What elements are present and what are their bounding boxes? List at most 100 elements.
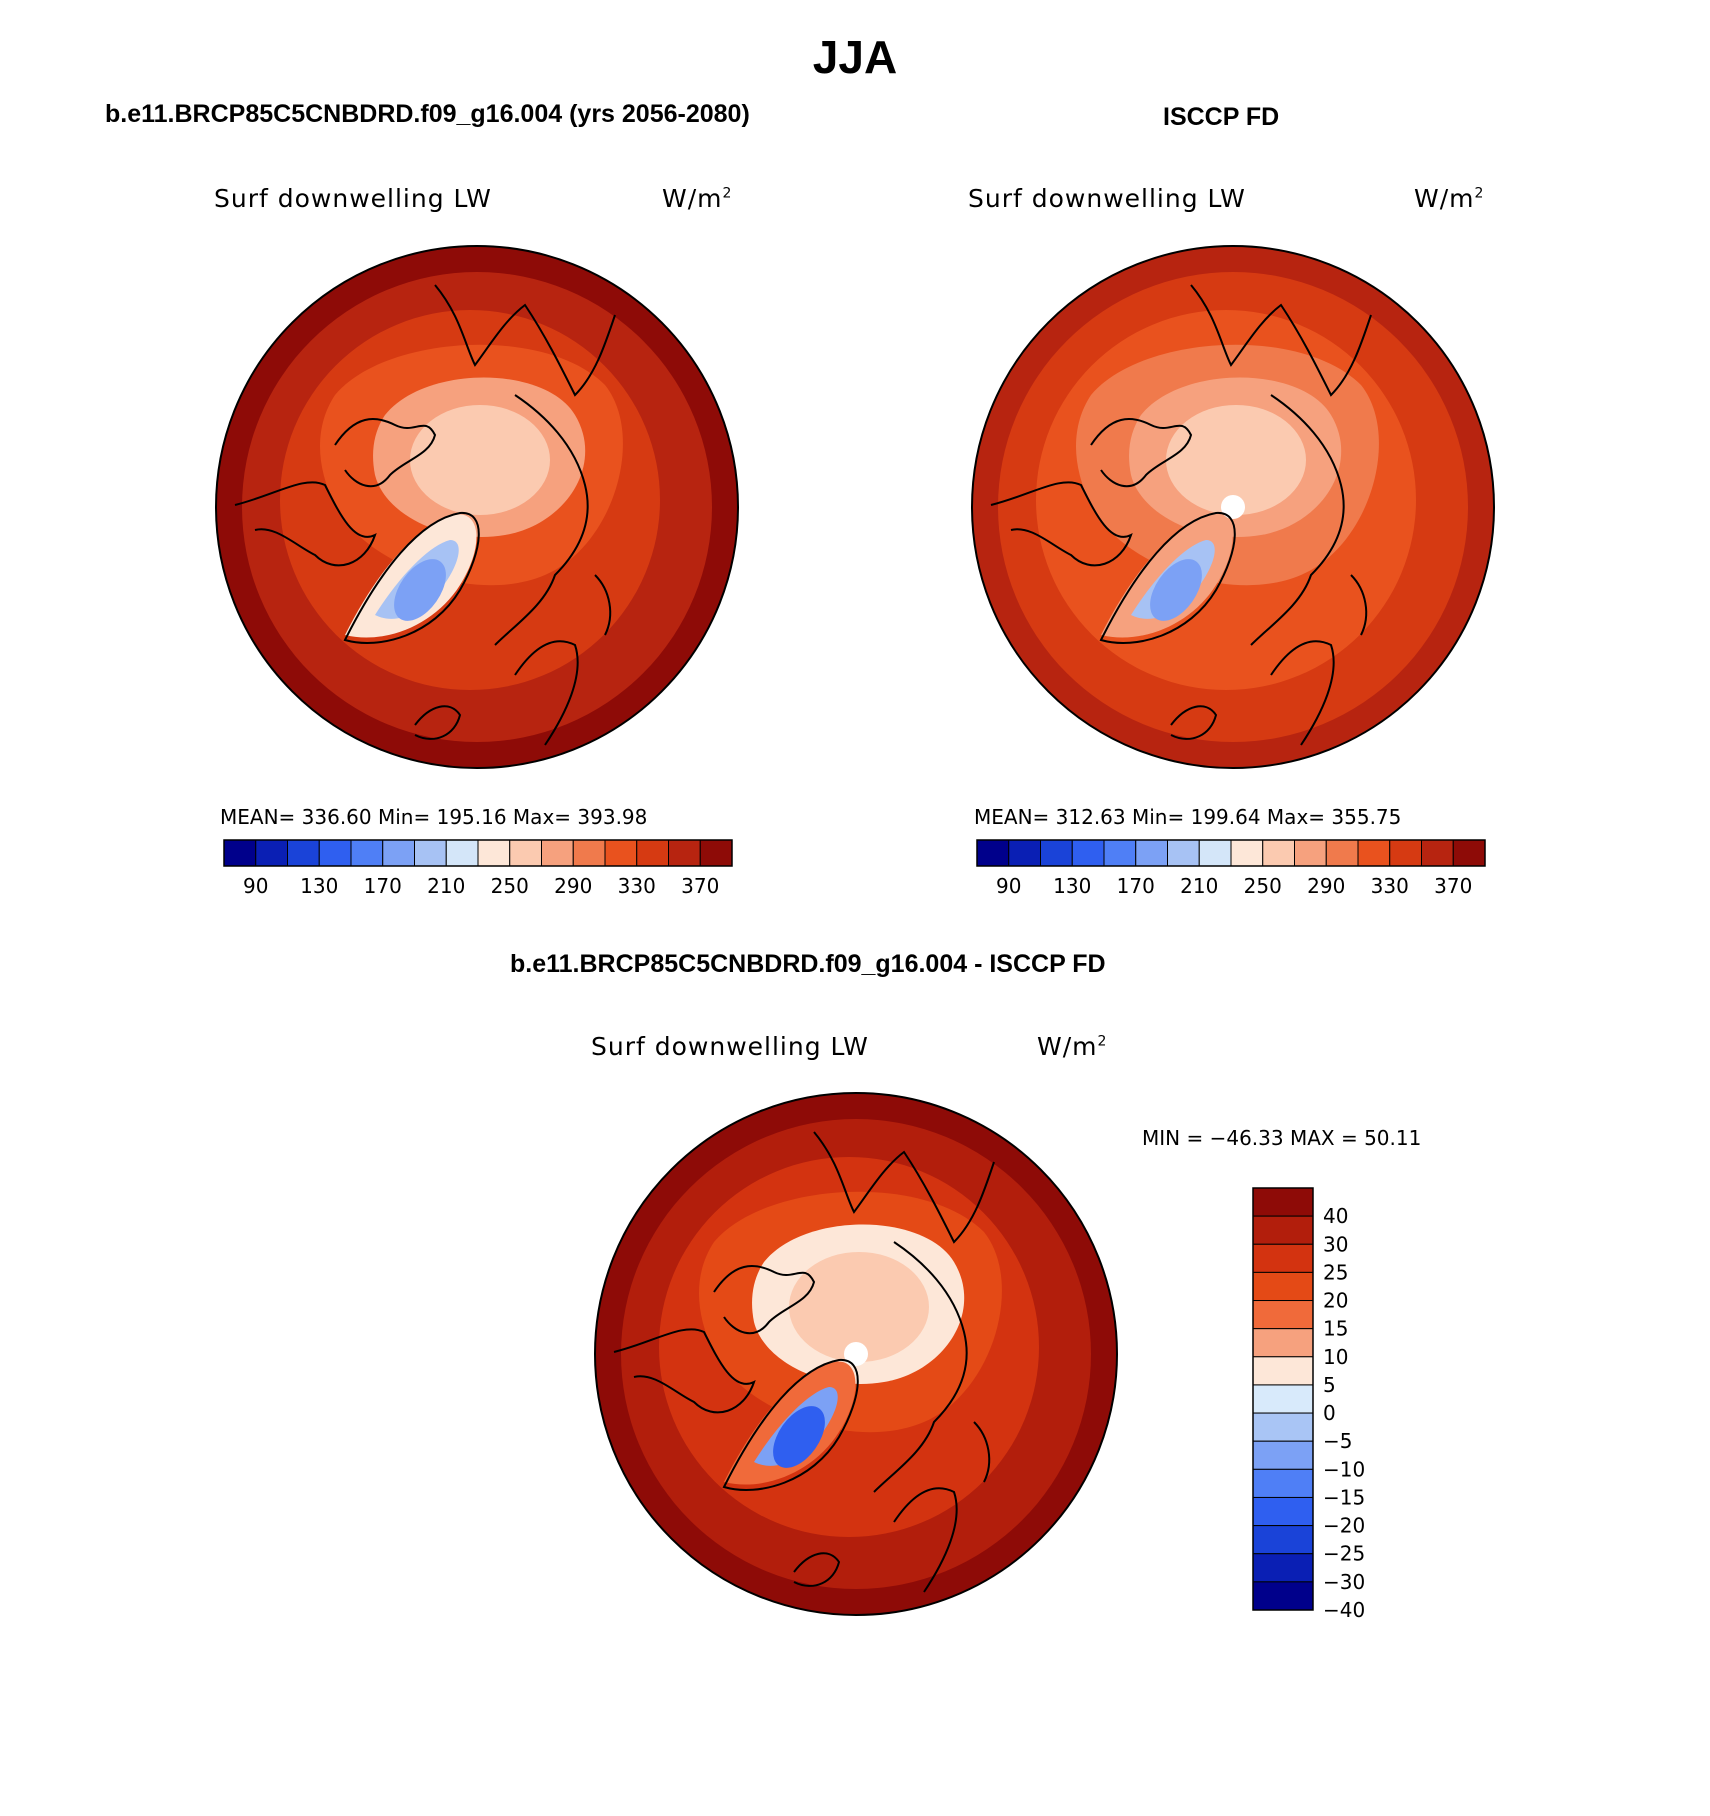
colorbar-tick-label: −30 xyxy=(1323,1570,1365,1594)
coastline xyxy=(434,284,616,397)
coastline xyxy=(990,481,1133,567)
pole-hole xyxy=(1221,495,1245,519)
obs-colorbar: 90 130 170 210 250 290 330 370 xyxy=(976,839,1486,898)
model-stats: MEAN= 336.60 Min= 195.16 Max= 393.98 xyxy=(220,805,648,829)
colorbar-box xyxy=(1135,839,1168,867)
colorbar-box xyxy=(1252,1243,1314,1273)
model-variable-label: Surf downwelling LW xyxy=(214,184,492,213)
colorbar-tick-label: 290 xyxy=(1307,874,1345,898)
map-field xyxy=(972,246,1494,768)
diff-variable-label: Surf downwelling LW xyxy=(591,1032,869,1061)
coastline xyxy=(722,1358,859,1491)
colorbar-tick-label: 15 xyxy=(1323,1317,1348,1341)
colorbar-box xyxy=(541,839,574,867)
pole-hole xyxy=(844,1342,868,1366)
map-boundary xyxy=(215,245,739,769)
colorbar-box xyxy=(668,839,701,867)
obs-panel-subtitle: ISCCP FD xyxy=(1163,103,1280,131)
colorbar-box xyxy=(1252,1271,1314,1302)
model-panel-subtitle: b.e11.BRCP85C5CNBDRD.f09_g16.004 (yrs 20… xyxy=(105,100,750,128)
colorbar-tick-label: −10 xyxy=(1323,1457,1365,1481)
coastline xyxy=(1099,511,1236,644)
map-boundary xyxy=(971,245,1495,769)
colorbar-box xyxy=(509,839,542,867)
colorbar-box xyxy=(1252,1468,1314,1498)
coastline xyxy=(1350,574,1368,636)
pole-core xyxy=(1166,405,1306,515)
obs-stats: MEAN= 312.63 Min= 199.64 Max= 355.75 xyxy=(974,805,1402,829)
model-units-label: W/m2 xyxy=(662,184,733,213)
colorbar-tick-label: 90 xyxy=(243,874,268,898)
obs-units-label: W/m2 xyxy=(1414,184,1485,213)
colorbar-tick-label: 370 xyxy=(1434,874,1472,898)
greenland-ice-core xyxy=(773,1406,825,1468)
colorbar-box xyxy=(255,839,288,867)
colorbar-box xyxy=(1252,1215,1314,1245)
colorbar-tick-label: −25 xyxy=(1323,1542,1365,1566)
coastline xyxy=(873,1241,968,1493)
colorbar-box xyxy=(604,839,638,867)
colorbar-tick-label: 130 xyxy=(1053,874,1091,898)
coastline xyxy=(1090,418,1193,488)
model-colorbar: 90 130 170 210 250 290 330 370 xyxy=(223,839,733,898)
coastline xyxy=(343,511,480,644)
colorbar-box xyxy=(1071,839,1105,867)
diff-units-label: W/m2 xyxy=(1037,1032,1108,1061)
colorbar-tick-label: 170 xyxy=(1117,874,1155,898)
coastline xyxy=(613,1328,756,1414)
diff-colorbar: 40 30 25 20 15 10 5 0 −5 −10 −15 −20 −25 −30 −40 xyxy=(1252,1187,1365,1622)
coastline xyxy=(813,1131,995,1244)
colorbar-frame xyxy=(223,839,733,867)
coastline xyxy=(594,574,612,636)
colorbar-tick-label: 370 xyxy=(681,874,719,898)
colorbar-box xyxy=(445,839,479,867)
model-polar-map xyxy=(215,245,739,769)
colorbar-tick-label: 30 xyxy=(1323,1232,1348,1256)
colorbar-box xyxy=(1252,1553,1314,1583)
colorbar-tick-label: 250 xyxy=(1244,874,1282,898)
colorbar-box xyxy=(636,839,669,867)
colorbar-box xyxy=(223,839,257,867)
colorbar-box xyxy=(350,839,384,867)
colorbar-box xyxy=(1452,839,1486,867)
colorbar-box xyxy=(1252,1412,1314,1442)
coastline xyxy=(234,481,377,567)
colorbar-tick-label: 330 xyxy=(1371,874,1409,898)
colorbar-box xyxy=(1262,839,1295,867)
diff-minmax: MIN = −46.33 MAX = 50.11 xyxy=(1142,1126,1422,1150)
colorbar-box xyxy=(477,839,511,867)
colorbar-box xyxy=(1252,1440,1314,1470)
colorbar-tick-label: 90 xyxy=(996,874,1021,898)
colorbar-tick-label: −20 xyxy=(1323,1514,1365,1538)
colorbar-tick-label: 10 xyxy=(1323,1345,1348,1369)
coastline xyxy=(1190,284,1372,397)
colorbar-box xyxy=(1230,839,1264,867)
colorbar-box xyxy=(1252,1384,1314,1414)
colorbar-tick-label: −40 xyxy=(1323,1598,1365,1622)
coastline xyxy=(893,1487,958,1593)
coastline xyxy=(1170,705,1218,740)
diff-polar-map xyxy=(594,1092,1118,1616)
colorbar-box xyxy=(1167,839,1200,867)
obs-variable-label: Surf downwelling LW xyxy=(968,184,1246,213)
colorbar-box xyxy=(382,839,415,867)
coastline xyxy=(494,394,589,646)
colorbar-box xyxy=(318,839,352,867)
colorbar-tick-label: 290 xyxy=(554,874,592,898)
coastline xyxy=(793,1552,841,1587)
colorbar-tick-label: 25 xyxy=(1323,1260,1348,1284)
colorbar-tick-label: −5 xyxy=(1323,1429,1352,1453)
coastline xyxy=(1250,394,1345,646)
colorbar-box xyxy=(1198,839,1232,867)
colorbar-box xyxy=(1252,1525,1314,1555)
colorbar-tick-label: 170 xyxy=(364,874,402,898)
colorbar-box xyxy=(1252,1356,1314,1386)
colorbar-box xyxy=(572,839,606,867)
coastline xyxy=(414,705,462,740)
colorbar-box xyxy=(1389,839,1422,867)
greenland-ice-core xyxy=(394,559,446,621)
pole-core xyxy=(410,405,550,515)
coastline xyxy=(514,640,579,746)
colorbar-tick-label: 250 xyxy=(491,874,529,898)
colorbar-frame xyxy=(976,839,1486,867)
